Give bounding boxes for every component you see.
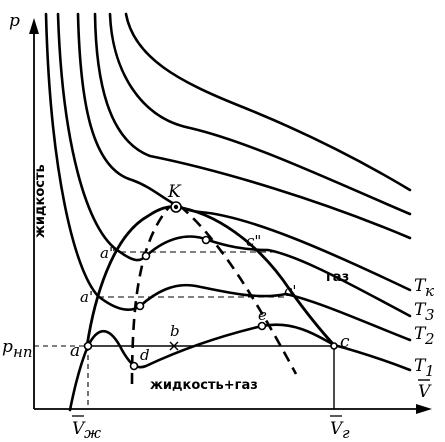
label-d: d xyxy=(140,346,150,364)
saturation-dome xyxy=(85,205,336,348)
vliquid-sub: ж xyxy=(84,424,101,442)
isotherm-label-t2: T xyxy=(414,324,427,344)
point-t1-min xyxy=(129,361,139,371)
volume-labels: V ж V г xyxy=(72,415,350,442)
vgas-main: V xyxy=(330,419,344,439)
point-t3-right xyxy=(201,235,211,245)
isotherm-label-t3: T xyxy=(414,300,427,320)
x-axis-label: V xyxy=(418,382,432,402)
label-a-prime: a' xyxy=(80,288,93,306)
y-axis-arrow-icon xyxy=(29,18,39,34)
isotherm-high-3 xyxy=(93,12,412,240)
point-labels: K a" a' a b d e c c' c" xyxy=(70,182,350,364)
isotherm-label-t3-sub: 3 xyxy=(425,306,435,324)
isotherm-label-tk-sub: к xyxy=(425,282,434,300)
high-isotherms xyxy=(93,12,412,240)
region-liquid-gas: жидкость+газ xyxy=(150,378,258,393)
point-b-cross-icon xyxy=(169,341,179,351)
y-axis-label: p xyxy=(9,11,20,31)
isotherm-high-1 xyxy=(124,12,412,192)
label-a-double: a" xyxy=(100,244,116,262)
label-critical: K xyxy=(167,182,182,202)
spinodal-curve xyxy=(130,205,298,385)
isotherm-labels: T к T 3 T 2 T 1 xyxy=(414,276,435,380)
isotherm-label-tk: T xyxy=(414,276,427,296)
isotherm-label-t1-sub: 1 xyxy=(425,362,435,380)
region-liquid: жидкость xyxy=(33,164,48,238)
label-b: b xyxy=(170,322,180,340)
label-e: e xyxy=(258,306,267,324)
point-c xyxy=(330,342,338,350)
isotherm-label-t2-sub: 2 xyxy=(424,330,435,348)
label-a: a xyxy=(70,341,80,361)
critical-point-center xyxy=(173,204,179,210)
point-a xyxy=(83,341,93,351)
isotherm-t1 xyxy=(68,323,412,412)
isotherm-t3 xyxy=(56,12,412,318)
label-c: c xyxy=(340,332,350,352)
label-c-double: c" xyxy=(246,232,261,250)
vliquid-main: V xyxy=(72,419,86,439)
isotherm-high-2 xyxy=(108,12,412,216)
label-c-prime: c' xyxy=(284,282,297,300)
point-t3-left xyxy=(141,251,151,261)
pressure-label-main: p xyxy=(2,337,13,357)
vgas-sub: г xyxy=(342,424,350,442)
point-e xyxy=(257,321,267,331)
pressure-label: p нп xyxy=(2,337,33,361)
pressure-label-sub: нп xyxy=(13,343,33,361)
isotherm-tk xyxy=(76,12,412,292)
region-gas: газ xyxy=(326,270,349,285)
points xyxy=(83,201,338,371)
isotherm-t2 xyxy=(44,12,412,342)
isotherm-label-t1: T xyxy=(414,356,427,376)
x-axis-arrow-icon xyxy=(416,404,432,414)
point-t2-left xyxy=(135,301,145,311)
